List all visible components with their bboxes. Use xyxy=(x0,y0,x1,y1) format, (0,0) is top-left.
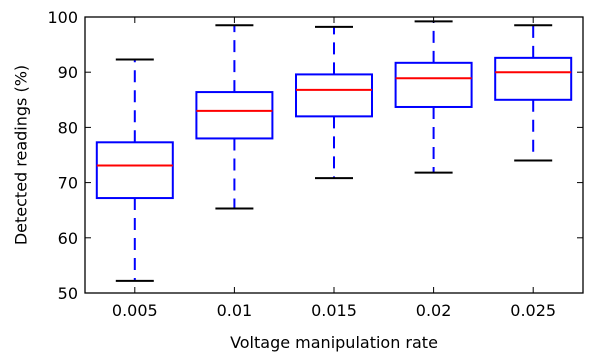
x-tick-label: 0.005 xyxy=(112,301,158,320)
x-axis-ticks: 0.005 0.01 0.015 0.02 0.025 xyxy=(112,17,556,320)
plot-area xyxy=(95,20,573,282)
y-tick-label: 90 xyxy=(58,63,78,82)
box-group-0.025 xyxy=(494,24,573,162)
box-group-0.005 xyxy=(95,58,174,282)
y-tick-label: 100 xyxy=(47,8,78,27)
y-axis-ticks: 50 60 70 80 90 100 xyxy=(47,8,583,303)
iqr-box xyxy=(95,141,174,200)
box-group-0.01 xyxy=(195,24,274,210)
x-axis-label: Voltage manipulation rate xyxy=(230,333,438,352)
x-tick-label: 0.025 xyxy=(510,301,556,320)
box-group-0.02 xyxy=(394,20,473,174)
iqr-box xyxy=(394,61,473,108)
iqr-box xyxy=(295,73,373,118)
x-tick-label: 0.02 xyxy=(416,301,452,320)
x-tick-label: 0.015 xyxy=(311,301,357,320)
box-group-0.015 xyxy=(295,25,373,180)
y-tick-label: 60 xyxy=(58,229,78,248)
y-tick-label: 50 xyxy=(58,284,78,303)
y-tick-label: 70 xyxy=(58,174,78,193)
y-tick-label: 80 xyxy=(58,118,78,137)
y-axis-label: Detected readings (%) xyxy=(12,65,31,245)
iqr-box xyxy=(195,91,274,140)
x-tick-label: 0.01 xyxy=(217,301,253,320)
iqr-box xyxy=(494,56,573,101)
